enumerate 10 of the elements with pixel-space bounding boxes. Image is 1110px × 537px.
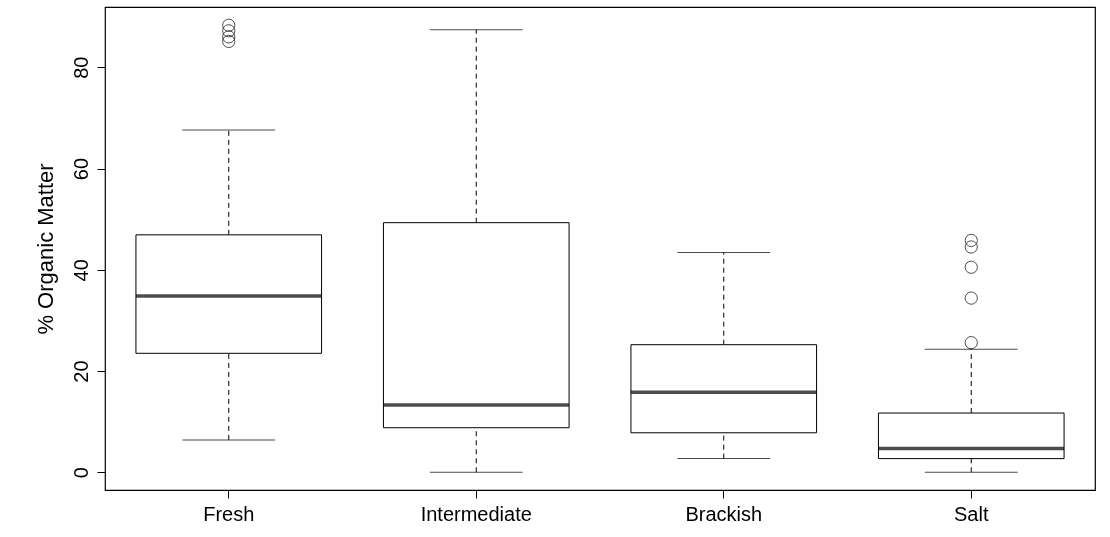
x-tick-label: Brackish: [685, 502, 763, 525]
y-tick-label: 20: [69, 360, 92, 383]
y-tick-label: 0: [69, 467, 92, 479]
x-tick-label: Fresh: [203, 502, 255, 525]
y-tick-label: 80: [69, 56, 92, 79]
y-tick-label: 40: [69, 259, 92, 282]
x-tick-label: Salt: [954, 502, 989, 525]
y-tick-label: 60: [69, 157, 92, 181]
y-axis-title: % Organic Matter: [32, 163, 58, 335]
x-tick-label: Intermediate: [420, 502, 532, 525]
